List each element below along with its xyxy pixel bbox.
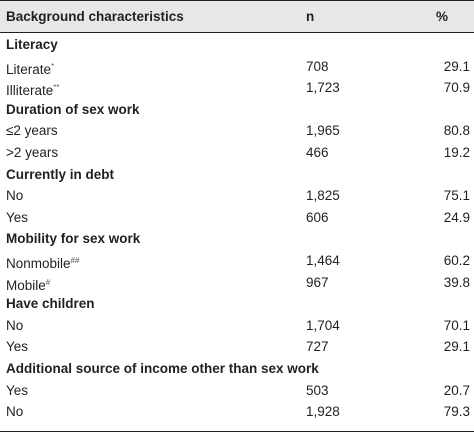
header-cell: n bbox=[306, 9, 315, 24]
footnote-mark: ** bbox=[53, 83, 60, 93]
label-text: Literate bbox=[6, 61, 52, 77]
label-text: No bbox=[6, 404, 24, 420]
n-cell: 1,464 bbox=[306, 253, 340, 268]
pct-cell: 19.2 bbox=[443, 145, 470, 160]
row-label: Yes bbox=[6, 380, 28, 401]
n-cell: 606 bbox=[306, 209, 329, 225]
group-title: Duration of sex work bbox=[6, 101, 140, 117]
pct-cell: 29.1 bbox=[443, 58, 470, 74]
n-cell: 503 bbox=[306, 382, 329, 398]
group-title: Mobility for sex work bbox=[6, 231, 141, 247]
n-cell: 1,965 bbox=[306, 123, 340, 139]
row-label: No bbox=[6, 185, 23, 206]
footnote-mark: # bbox=[45, 277, 51, 287]
row-label: ≤2 years bbox=[6, 120, 58, 141]
pct-cell: 80.8 bbox=[443, 123, 470, 139]
label-text: Illiterate bbox=[6, 83, 54, 99]
footnote-mark: * bbox=[51, 61, 55, 71]
n-cell: 967 bbox=[306, 274, 329, 290]
n-cell: 727 bbox=[306, 339, 329, 355]
row-label: No bbox=[6, 401, 23, 422]
bottom-rule bbox=[0, 431, 474, 432]
pct-cell: 39.8 bbox=[443, 274, 470, 290]
pct-cell: 79.3 bbox=[443, 404, 470, 420]
label-text: Nonmobile bbox=[6, 256, 71, 271]
pct-cell: 70.1 bbox=[443, 317, 470, 333]
label-text: Yes bbox=[6, 209, 29, 225]
row-label: Literate* bbox=[6, 56, 54, 80]
header-row bbox=[0, 0, 474, 33]
pct-cell: 60.2 bbox=[443, 253, 470, 268]
label-text: Yes bbox=[6, 382, 29, 398]
pct-cell: 75.1 bbox=[443, 188, 470, 204]
label-text: >2 years bbox=[6, 145, 59, 160]
n-cell: 1,723 bbox=[306, 80, 340, 96]
n-cell: 708 bbox=[306, 58, 329, 74]
group-title: Literacy bbox=[6, 37, 58, 52]
pct-cell: 24.9 bbox=[443, 209, 470, 225]
n-cell: 1,825 bbox=[306, 188, 340, 204]
pct-cell: 29.1 bbox=[443, 339, 470, 355]
row-label: Illiterate** bbox=[6, 77, 60, 101]
label-text: Mobile bbox=[6, 277, 46, 293]
group-title: Currently in debt bbox=[6, 166, 115, 182]
row-label: Nonmobile## bbox=[6, 250, 79, 274]
label-text: ≤2 years bbox=[6, 123, 58, 139]
group-title: Additional source of income other than s… bbox=[6, 361, 319, 376]
row-label: Yes bbox=[6, 336, 28, 357]
footnote-mark: ## bbox=[70, 256, 80, 265]
pct-cell: 20.7 bbox=[443, 382, 470, 398]
n-cell: 1,928 bbox=[306, 404, 340, 420]
header-cell: % bbox=[436, 9, 449, 24]
n-cell: 466 bbox=[306, 145, 329, 160]
label-text: Yes bbox=[6, 339, 29, 355]
row-label: Mobile# bbox=[6, 272, 50, 296]
pct-cell: 70.9 bbox=[443, 80, 470, 96]
group-title: Have children bbox=[6, 296, 95, 312]
header-cell: Background characteristics bbox=[6, 9, 184, 24]
label-text: No bbox=[6, 188, 24, 204]
row-label: Yes bbox=[6, 207, 28, 228]
n-cell: 1,704 bbox=[306, 317, 340, 333]
label-text: No bbox=[6, 317, 24, 333]
row-label: No bbox=[6, 315, 23, 336]
row-label: >2 years bbox=[6, 142, 58, 163]
